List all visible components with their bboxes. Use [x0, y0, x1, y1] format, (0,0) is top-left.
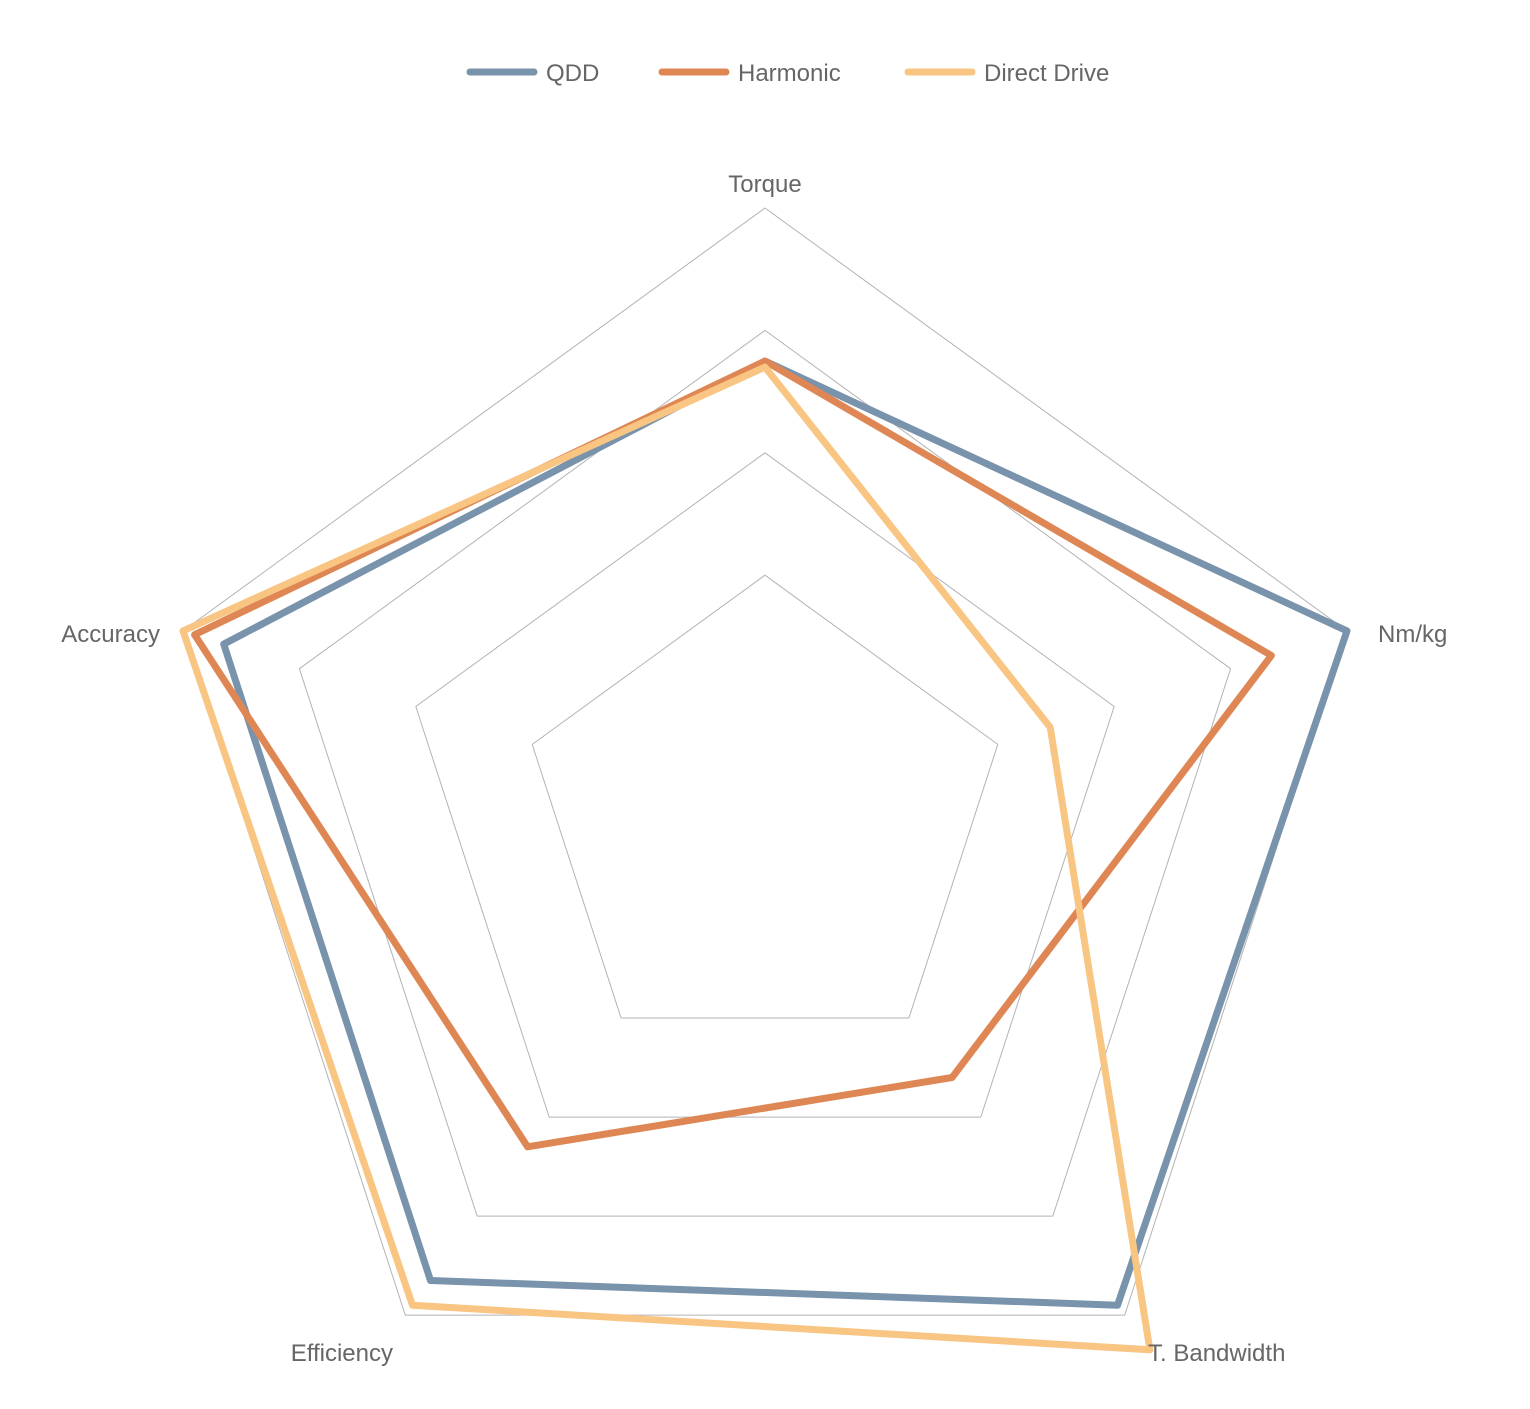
legend-item-qdd[interactable]: QDD	[466, 60, 599, 87]
series-line-direct-drive	[179, 363, 1154, 1354]
legend-label-qdd: QDD	[546, 60, 599, 87]
series-group	[179, 357, 1351, 1354]
grid-ring-4	[531, 574, 999, 1019]
legend-label-direct-drive: Direct Drive	[984, 60, 1109, 87]
legend-item-direct-drive[interactable]: Direct Drive	[904, 60, 1109, 87]
radar-grid	[182, 207, 1348, 1316]
axis-labels: Torque Nm/kg T. Bandwidth Efficiency Accurac…	[61, 171, 1447, 1367]
axis-label-accuracy: Accuracy	[61, 621, 160, 648]
axis-label-t-bandwidth: T. Bandwidth	[1148, 1340, 1285, 1367]
axis-label-torque: Torque	[728, 171, 801, 198]
axis-label-nm-kg: Nm/kg	[1378, 621, 1447, 648]
legend-item-harmonic[interactable]: Harmonic	[658, 60, 841, 87]
legend-label-harmonic: Harmonic	[738, 60, 841, 87]
series-line-qdd	[220, 357, 1351, 1309]
grid-ring-10	[182, 207, 1348, 1316]
legend: QDD Harmonic Direct Drive	[466, 60, 1109, 87]
series-line-harmonic	[191, 357, 1275, 1151]
grid-ring-6	[415, 452, 1115, 1118]
axis-label-efficiency: Efficiency	[291, 1340, 393, 1367]
grid-ring-8	[298, 329, 1232, 1217]
